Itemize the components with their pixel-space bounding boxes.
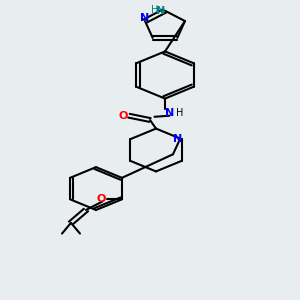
Text: N: N <box>165 107 174 118</box>
Text: N: N <box>173 134 182 144</box>
Text: H: H <box>151 4 158 15</box>
Text: O: O <box>118 111 128 121</box>
Text: N: N <box>156 6 165 16</box>
Text: N: N <box>140 13 150 23</box>
Text: O: O <box>96 194 106 204</box>
Text: H: H <box>176 107 184 118</box>
